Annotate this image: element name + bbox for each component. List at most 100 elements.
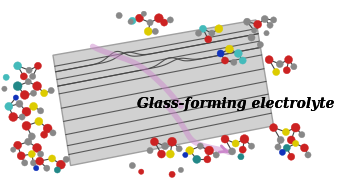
Circle shape <box>54 167 61 173</box>
Circle shape <box>162 143 168 150</box>
Circle shape <box>239 146 246 153</box>
Circle shape <box>186 146 194 155</box>
Circle shape <box>44 165 50 171</box>
Circle shape <box>225 45 234 53</box>
Circle shape <box>178 167 184 173</box>
Circle shape <box>48 155 56 162</box>
Circle shape <box>273 68 280 76</box>
Circle shape <box>279 149 286 155</box>
Circle shape <box>11 147 16 152</box>
Circle shape <box>221 135 229 143</box>
Circle shape <box>30 102 37 110</box>
Circle shape <box>26 67 32 73</box>
Circle shape <box>213 152 219 158</box>
Circle shape <box>240 135 249 143</box>
Circle shape <box>231 59 237 65</box>
Circle shape <box>2 86 7 91</box>
Circle shape <box>265 56 273 64</box>
Circle shape <box>129 163 136 169</box>
Circle shape <box>128 19 133 24</box>
Circle shape <box>22 121 31 130</box>
Circle shape <box>169 171 175 177</box>
Circle shape <box>288 153 295 160</box>
Circle shape <box>221 57 229 64</box>
Circle shape <box>3 74 9 80</box>
Circle shape <box>254 20 262 28</box>
Circle shape <box>199 25 206 32</box>
Circle shape <box>215 25 223 33</box>
Circle shape <box>33 82 42 91</box>
Circle shape <box>116 12 122 19</box>
Circle shape <box>244 18 251 25</box>
Circle shape <box>19 114 25 120</box>
Text: Glass-forming electrolyte: Glass-forming electrolyte <box>137 97 334 111</box>
Circle shape <box>9 113 18 121</box>
Circle shape <box>31 90 37 96</box>
Circle shape <box>28 150 35 158</box>
Circle shape <box>63 156 69 163</box>
Circle shape <box>248 34 255 41</box>
Circle shape <box>37 108 44 114</box>
Circle shape <box>305 152 311 158</box>
Circle shape <box>31 160 37 166</box>
Circle shape <box>229 148 236 155</box>
Circle shape <box>293 140 299 146</box>
Circle shape <box>291 123 300 132</box>
Circle shape <box>155 14 163 22</box>
Circle shape <box>267 22 273 28</box>
Circle shape <box>33 166 39 171</box>
Circle shape <box>300 144 308 152</box>
Circle shape <box>20 91 29 99</box>
Circle shape <box>22 160 28 166</box>
Circle shape <box>261 15 268 22</box>
Circle shape <box>20 73 27 80</box>
Circle shape <box>271 17 277 23</box>
Circle shape <box>283 67 290 74</box>
Circle shape <box>284 56 293 64</box>
Circle shape <box>287 136 295 144</box>
Circle shape <box>257 42 263 48</box>
Circle shape <box>17 152 25 160</box>
Circle shape <box>183 152 188 158</box>
Text: Glass-forming electrolyte: Glass-forming electrolyte <box>137 97 334 111</box>
Circle shape <box>41 131 48 138</box>
Circle shape <box>277 136 284 143</box>
Circle shape <box>234 50 242 57</box>
Circle shape <box>282 129 289 136</box>
Circle shape <box>269 124 278 132</box>
Circle shape <box>157 150 166 158</box>
Circle shape <box>16 100 23 107</box>
Circle shape <box>33 143 42 152</box>
Circle shape <box>5 102 13 110</box>
Circle shape <box>204 156 211 163</box>
Circle shape <box>205 146 214 155</box>
Circle shape <box>25 79 31 85</box>
Circle shape <box>299 132 305 138</box>
Circle shape <box>41 90 48 97</box>
Circle shape <box>166 150 174 158</box>
Circle shape <box>248 143 255 149</box>
Circle shape <box>136 14 143 22</box>
Circle shape <box>57 160 65 169</box>
Circle shape <box>25 138 32 145</box>
Circle shape <box>50 130 56 136</box>
Circle shape <box>167 17 173 23</box>
Circle shape <box>35 62 42 69</box>
Circle shape <box>144 27 152 35</box>
Polygon shape <box>53 20 273 166</box>
Circle shape <box>14 141 22 149</box>
Circle shape <box>151 138 158 146</box>
Circle shape <box>147 19 153 26</box>
Circle shape <box>283 144 290 151</box>
Circle shape <box>141 11 146 16</box>
Circle shape <box>195 30 201 36</box>
Circle shape <box>37 151 44 157</box>
Circle shape <box>197 143 203 149</box>
Circle shape <box>193 155 201 163</box>
Circle shape <box>129 17 136 24</box>
Circle shape <box>238 154 244 160</box>
Circle shape <box>13 82 22 91</box>
Circle shape <box>232 140 239 147</box>
Circle shape <box>147 147 153 154</box>
Circle shape <box>276 60 283 68</box>
